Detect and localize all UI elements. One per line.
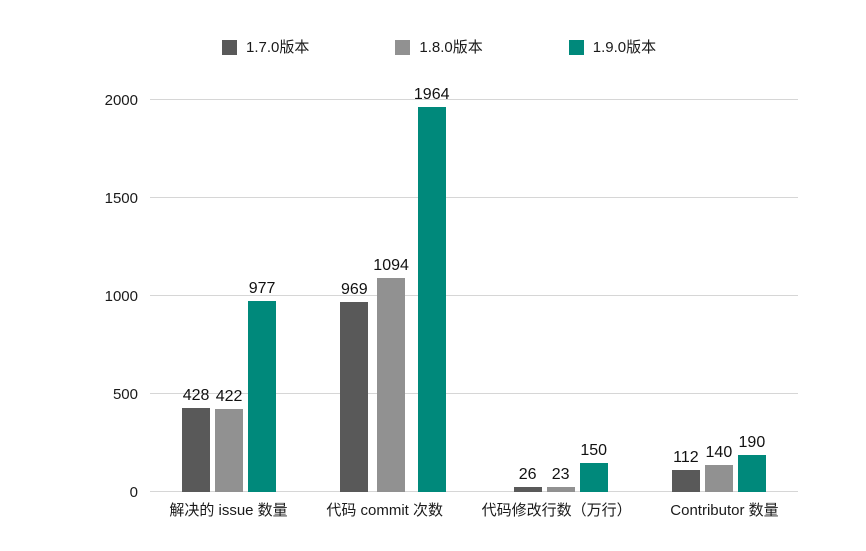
bar-column: 422 [215, 388, 244, 492]
plot-area: 428 422 977 969 1094 1964 26 23 150 112 140 190 [150, 87, 798, 492]
bar-value-label: 1964 [413, 86, 450, 103]
bar [546, 487, 575, 492]
legend-label: 1.9.0版本 [592, 39, 657, 56]
bar-column: 428 [182, 387, 211, 492]
legend-swatch-icon [568, 40, 584, 55]
x-category-label: 解决的 issue 数量 [169, 502, 288, 519]
bar [215, 409, 244, 492]
bar [579, 463, 608, 492]
bar-group: 26 23 150 [513, 442, 608, 492]
gridline [150, 99, 798, 100]
bar [248, 301, 277, 492]
y-axis: 0 500 1000 1500 2000 [58, 93, 138, 500]
bar [513, 487, 542, 492]
bar-group: 428 422 977 [182, 280, 277, 492]
y-tick-label: 1000 [104, 288, 138, 305]
bar-value-label: 112 [673, 449, 699, 466]
bar [340, 302, 369, 492]
bar-group: 969 1094 1964 [340, 87, 449, 492]
gridline [150, 197, 798, 198]
bar [671, 470, 700, 492]
bar-column: 112 [671, 449, 700, 492]
bar-value-label: 190 [738, 434, 766, 451]
legend-swatch-icon [222, 40, 237, 55]
bar [737, 455, 766, 492]
gridline [150, 393, 798, 394]
bar-column: 1964 [413, 86, 450, 492]
bar [417, 107, 446, 492]
y-tick-label: 1500 [104, 190, 138, 207]
legend-label: 1.8.0版本 [419, 39, 483, 56]
bar-value-label: 23 [551, 466, 570, 483]
bar-column: 23 [546, 466, 575, 492]
legend-swatch-icon [395, 40, 411, 55]
bar-column: 977 [248, 280, 277, 492]
bar-value-label: 140 [705, 444, 733, 461]
gridline [150, 295, 798, 296]
bar-value-label: 969 [340, 281, 368, 298]
y-tick-label: 0 [129, 484, 138, 501]
legend-label: 1.7.0版本 [246, 39, 310, 56]
x-category-label: 代码修改行数（万行） [481, 502, 632, 519]
bar-column: 150 [579, 442, 608, 492]
bar-groups: 428 422 977 969 1094 1964 26 23 150 112 140 190 [150, 87, 798, 492]
legend-item: 1.8.0版本 [395, 39, 483, 56]
gridline [150, 491, 798, 492]
bar-column: 190 [737, 434, 766, 492]
bar-column: 969 [340, 281, 369, 492]
y-tick-label: 500 [112, 386, 138, 403]
bar-value-label: 26 [518, 466, 537, 483]
bar [704, 465, 733, 492]
x-category-label: 代码 commit 次数 [326, 502, 443, 519]
bar [377, 278, 406, 492]
bar-value-label: 977 [248, 280, 276, 297]
bar-column: 26 [513, 466, 542, 492]
x-category-label: Contributor 数量 [670, 502, 779, 519]
legend-item: 1.7.0版本 [222, 40, 309, 55]
bar-value-label: 422 [215, 388, 243, 405]
bar-group: 112 140 190 [671, 434, 766, 492]
y-tick-label: 2000 [104, 92, 138, 109]
legend-item: 1.9.0版本 [568, 39, 657, 56]
bar-value-label: 150 [580, 442, 608, 459]
bar-value-label: 428 [182, 387, 210, 404]
bar-column: 140 [704, 444, 733, 492]
chart-legend: 1.7.0版本 1.8.0版本 1.9.0版本 [222, 40, 656, 55]
bar-column: 1094 [373, 258, 409, 492]
bar-value-label: 1094 [373, 257, 409, 274]
bar [182, 408, 211, 492]
x-axis: 解决的 issue 数量 代码 commit 次数 代码修改行数（万行） Contri… [150, 502, 798, 520]
